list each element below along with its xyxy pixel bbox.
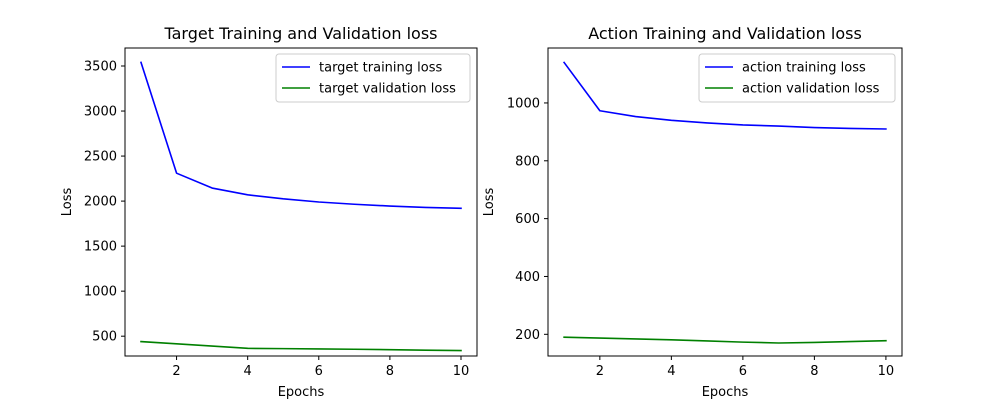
target-y-tick-label: 1000	[84, 285, 117, 300]
action-x-tick-label: 8	[810, 364, 818, 379]
action-y-tick-label: 200	[515, 328, 540, 343]
action-x-tick-label: 6	[739, 364, 747, 379]
target-x-axis-label: Epochs	[278, 385, 325, 400]
action-x-tick-label: 2	[596, 364, 604, 379]
action-legend: action training loss action validation lo…	[698, 53, 896, 103]
target-chart: 2 4 6 8 10 500 1000 1500 2000 2500 3000 3500 Target …	[60, 24, 478, 400]
action-legend-label-validation: action validation loss	[742, 82, 880, 97]
action-legend-label-training: action training loss	[742, 61, 866, 76]
target-x-tick-label: 10	[453, 364, 470, 379]
target-axes-frame	[124, 47, 478, 357]
action-chart: 2 4 6 8 10 200 400 600 800 1000 Action Training an…	[482, 24, 903, 400]
action-y-tick-label: 400	[515, 270, 540, 285]
action-y-tick-label: 1000	[507, 96, 540, 111]
action-x-axis-label: Epochs	[702, 385, 749, 400]
target-legend: target training loss target validation lo…	[275, 53, 471, 103]
target-y-tick-label: 2000	[84, 195, 117, 210]
action-legend-box	[698, 53, 896, 103]
target-y-tick-label: 2500	[84, 150, 117, 165]
target-y-tick-label: 3000	[84, 105, 117, 120]
target-legend-label-validation: target validation loss	[319, 82, 456, 97]
target-chart-title: Target Training and Validation loss	[164, 24, 438, 43]
target-legend-label-training: target training loss	[319, 61, 442, 76]
action-series-line-validation	[563, 336, 887, 344]
target-x-tick-label: 8	[386, 364, 394, 379]
target-series-line-training	[139, 61, 462, 210]
action-x-tick-label: 4	[667, 364, 675, 379]
action-series-line-training	[562, 61, 887, 130]
target-x-tick-label: 6	[315, 364, 323, 379]
action-y-tick-label: 600	[515, 212, 540, 227]
action-axes-frame	[547, 47, 903, 357]
action-x-tick-label: 10	[878, 364, 895, 379]
target-y-tick-label: 1500	[84, 240, 117, 255]
target-x-tick-label: 2	[172, 364, 180, 379]
action-y-tick-label: 800	[515, 154, 540, 169]
target-series-line-validation	[140, 340, 462, 352]
target-y-axis-label: Loss	[60, 188, 75, 217]
action-chart-title: Action Training and Validation loss	[588, 24, 862, 43]
target-x-tick-label: 4	[244, 364, 252, 379]
target-y-tick-label: 500	[92, 330, 117, 345]
target-legend-box	[275, 53, 471, 103]
target-y-tick-label: 3500	[84, 60, 117, 75]
action-y-axis-label: Loss	[482, 188, 497, 217]
